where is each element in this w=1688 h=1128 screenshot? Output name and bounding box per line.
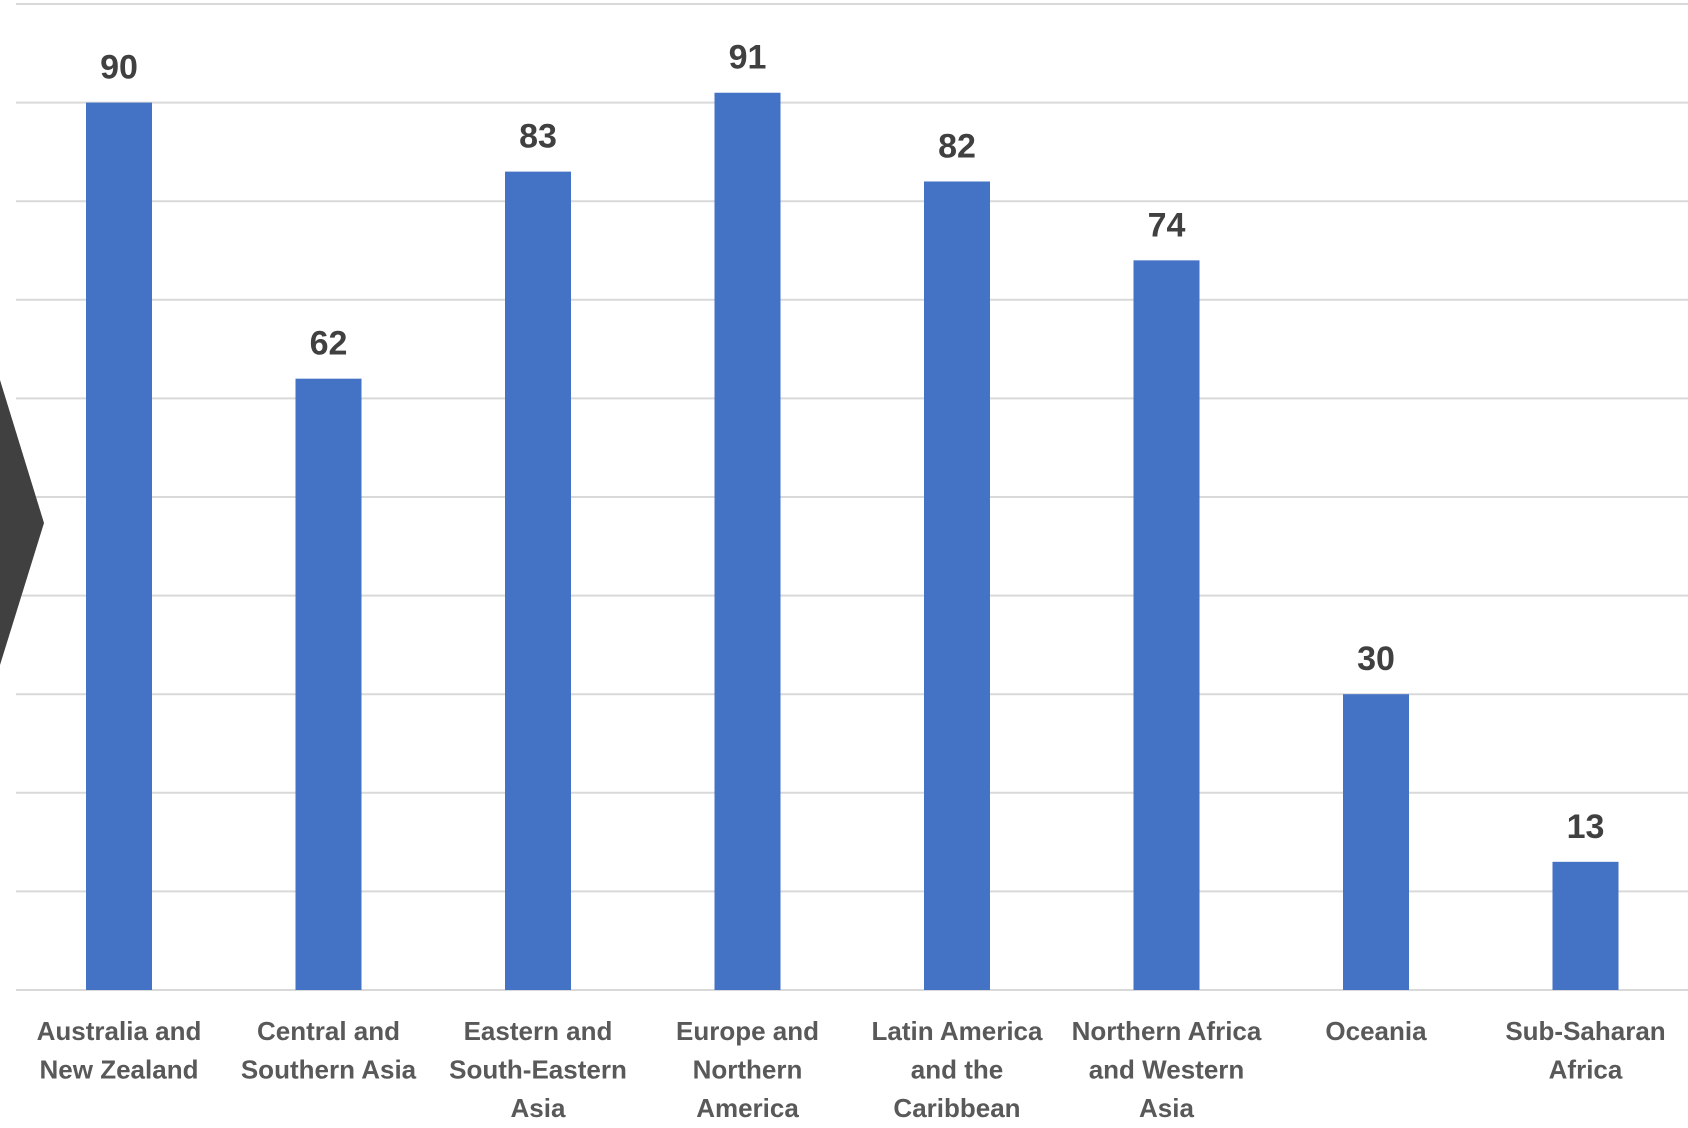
bar-value-label: 74 <box>1148 206 1186 244</box>
data-labels: 90 62 83 91 82 74 30 13 <box>100 39 1604 846</box>
bar <box>1133 260 1200 990</box>
bar-value-label: 62 <box>310 325 348 363</box>
category-tick-label-line: and Western <box>1089 1055 1245 1085</box>
category-tick-label-line: Europe and <box>676 1016 819 1046</box>
bar <box>86 102 152 991</box>
category-tick-label: Europe and Northern America <box>676 1016 819 1123</box>
bars <box>86 92 1619 991</box>
category-tick-label: Eastern and South-Eastern Asia <box>449 1016 627 1123</box>
bar-value-label: 83 <box>519 118 557 156</box>
bar <box>1343 694 1409 990</box>
bar-value-label: 82 <box>938 127 976 165</box>
category-tick-label-line: Asia <box>511 1093 566 1123</box>
category-tick-label-line: America <box>696 1093 799 1123</box>
category-tick-label: Latin America and the Caribbean <box>872 1016 1044 1123</box>
category-tick-label-line: Latin America <box>872 1016 1044 1046</box>
category-tick-label-line: Oceania <box>1325 1016 1427 1046</box>
category-tick-label-line: Central and <box>257 1016 400 1046</box>
gridlines <box>16 3 1688 991</box>
category-tick-label: Australia and New Zealand <box>37 1016 202 1085</box>
category-tick-label-line: South-Eastern <box>449 1055 627 1085</box>
bar-value-label: 30 <box>1357 640 1395 678</box>
category-tick-label-line: Asia <box>1139 1093 1194 1123</box>
category-tick-label-line: Sub-Saharan <box>1505 1016 1665 1046</box>
bar-value-label: 90 <box>100 49 138 87</box>
category-tick-label-line: Caribbean <box>893 1093 1020 1123</box>
category-tick-label: Northern Africa and Western Asia <box>1072 1016 1262 1123</box>
category-tick-label-line: Australia and <box>37 1016 202 1046</box>
bar-value-label: 13 <box>1567 808 1605 846</box>
bar <box>505 171 571 990</box>
category-tick-label-line: Northern Africa <box>1072 1016 1262 1046</box>
category-tick-label-line: Southern Asia <box>241 1055 417 1085</box>
bar <box>1552 861 1619 990</box>
category-tick-label: Oceania <box>1325 1016 1427 1046</box>
chevron-arrow-shape <box>0 380 44 665</box>
category-tick-label-line: New Zealand <box>40 1055 199 1085</box>
category-tick-label-line: Eastern and <box>464 1016 613 1046</box>
bar <box>295 378 362 990</box>
category-tick-label: Sub-Saharan Africa <box>1505 1016 1665 1085</box>
bar-value-label: 91 <box>729 39 767 77</box>
category-tick-label: Central and Southern Asia <box>241 1016 417 1085</box>
category-tick-label-line: Africa <box>1549 1055 1623 1085</box>
category-tick-label-line: Northern <box>693 1055 803 1085</box>
category-tick-labels: Australia and New Zealand Central and South… <box>37 1016 1666 1123</box>
bar <box>714 92 781 991</box>
category-tick-label-line: and the <box>911 1055 1003 1085</box>
bar <box>924 181 990 991</box>
